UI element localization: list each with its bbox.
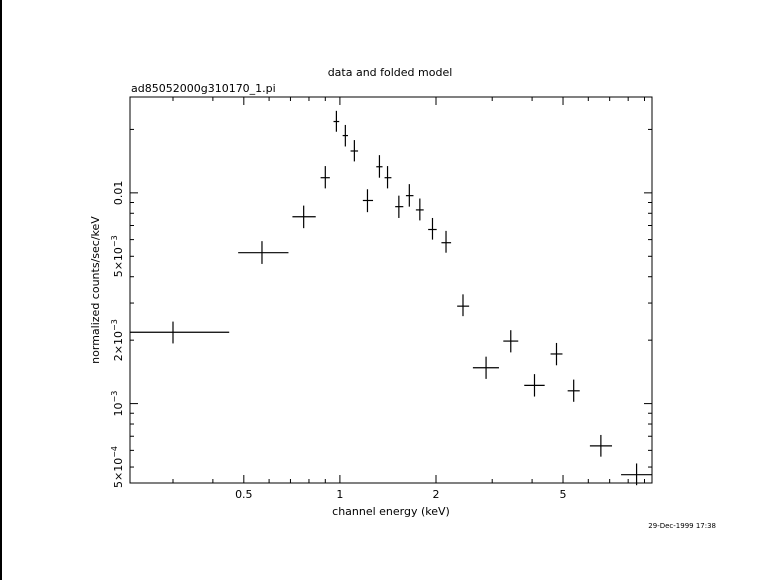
data-point [130, 321, 230, 344]
y-axis-ticks: 5×10−4 10−3 2×10−3 5×10−3 0.01 [110, 128, 652, 488]
data-point [503, 330, 519, 353]
data-point [238, 241, 289, 264]
x-tick-label: 2 [432, 488, 439, 501]
data-point [415, 198, 424, 221]
timestamp: 29-Dec-1999 17:38 [648, 522, 716, 530]
data-point [567, 379, 580, 402]
data-points [130, 110, 652, 486]
plot-frame [129, 96, 653, 484]
data-point [457, 294, 470, 317]
y-axis-label: normalized counts/sec/keV [89, 216, 102, 364]
x-axis-ticks: 0.5 1 2 5 [172, 97, 646, 501]
data-point [524, 374, 545, 397]
data-point [333, 110, 340, 132]
data-point [472, 356, 499, 379]
data-point [621, 463, 652, 486]
data-point [376, 155, 383, 178]
x-axis-label: channel energy (keV) [332, 505, 450, 518]
y-tick-label: 5×10−4 [110, 446, 125, 488]
data-point [550, 342, 563, 366]
data-point [320, 166, 330, 189]
data-point [405, 184, 414, 207]
data-point [362, 189, 374, 213]
chart-subtitle: ad85052000g310170_1.pi [131, 82, 276, 95]
data-point [292, 205, 316, 229]
data-point [441, 230, 452, 253]
data-point [395, 195, 404, 218]
data-point [384, 166, 392, 189]
x-tick-label: 1 [336, 488, 343, 501]
data-point [350, 140, 359, 162]
y-tick-label: 0.01 [112, 181, 125, 206]
data-point [428, 217, 437, 240]
x-tick-label: 0.5 [235, 488, 253, 501]
y-tick-label: 5×10−3 [110, 235, 125, 277]
y-tick-label: 10−3 [110, 391, 125, 417]
window-left-border [0, 0, 2, 580]
y-tick-label: 2×10−3 [110, 319, 125, 361]
data-point [342, 124, 348, 147]
chart-title: data and folded model [328, 66, 453, 79]
data-point [589, 434, 613, 457]
x-tick-label: 5 [560, 488, 567, 501]
